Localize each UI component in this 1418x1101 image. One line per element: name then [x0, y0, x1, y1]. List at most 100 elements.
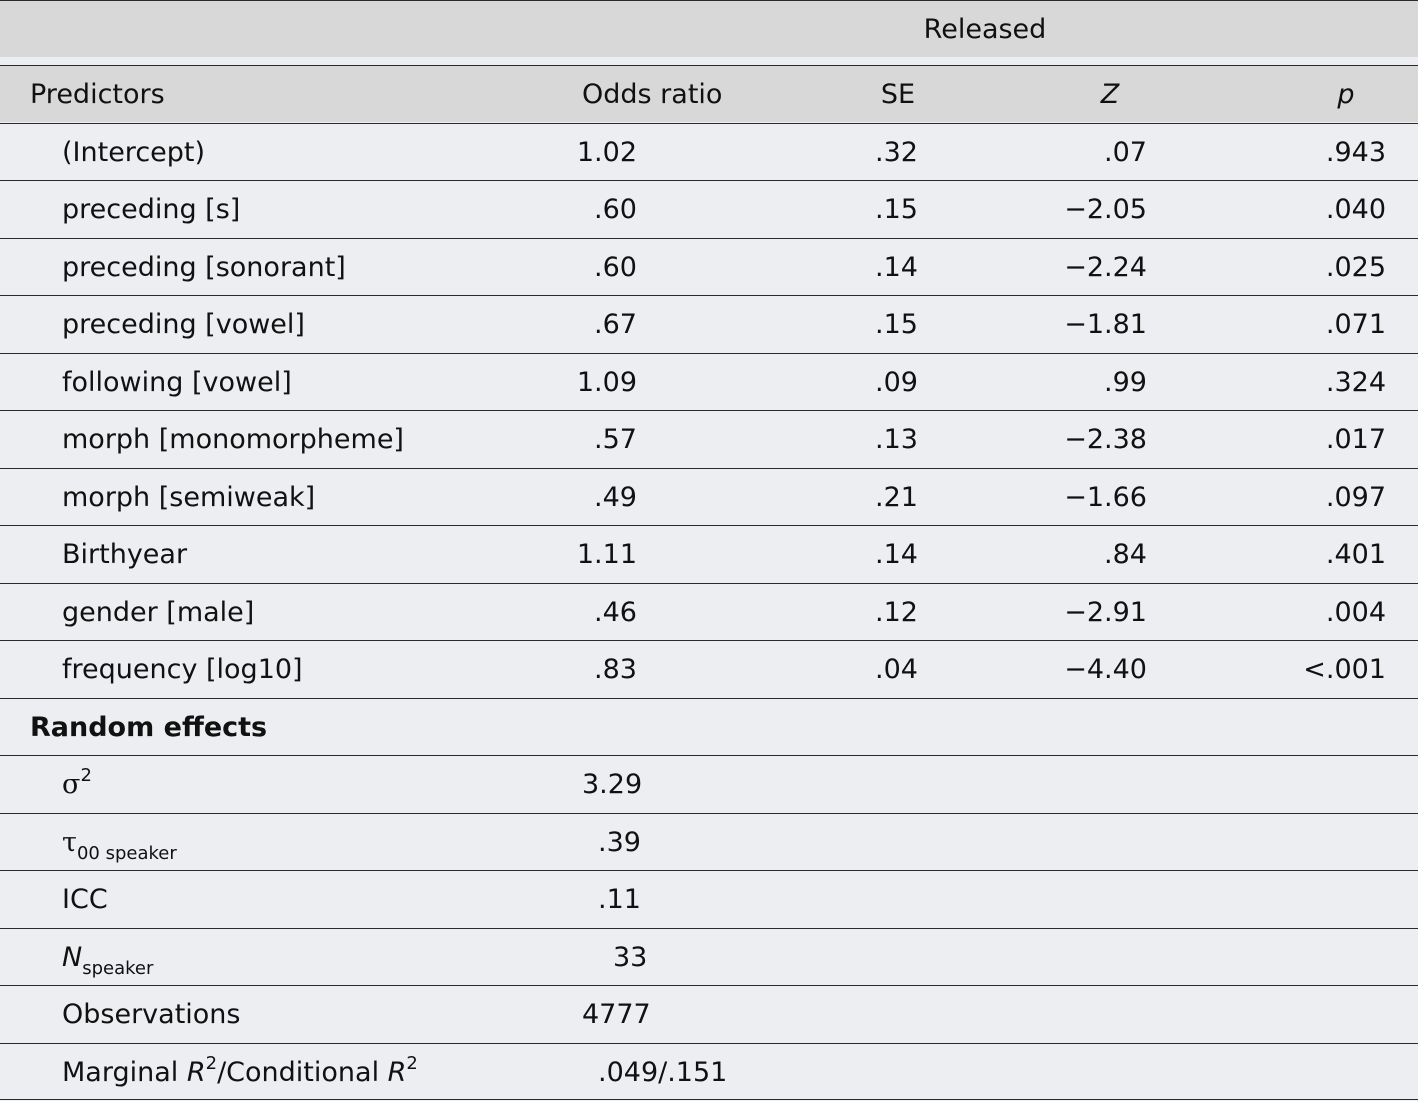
table-row: (Intercept) 1.02 .32 .07 .943 — [0, 123, 1418, 180]
sigma-label: σ2 — [62, 756, 92, 813]
z-value: −2.38 — [1064, 424, 1147, 455]
odds-value: 1.02 — [576, 137, 637, 168]
se-value: .15 — [875, 309, 918, 340]
z-value: −2.05 — [1064, 194, 1147, 225]
odds-value: 1.09 — [576, 367, 637, 398]
random-effects-title: Random effects — [30, 712, 268, 743]
z-value: −4.40 — [1064, 654, 1147, 685]
p-value: .401 — [1325, 539, 1386, 570]
se-value: .14 — [875, 539, 918, 570]
table-row-n-speaker: Nspeaker 33 — [0, 928, 1418, 985]
table-row: frequency [log10] .83 .04 −4.40 <.001 — [0, 640, 1418, 697]
table-row: Birthyear 1.11 .14 .84 .401 — [0, 525, 1418, 582]
icc-label: ICC — [62, 884, 108, 915]
p-value: .017 — [1325, 424, 1386, 455]
icc-value: .11 — [598, 884, 641, 915]
table-row: gender [male] .46 .12 −2.91 .004 — [0, 583, 1418, 640]
observations-value: 4777 — [582, 999, 651, 1030]
predictor-label: frequency [log10] — [62, 654, 303, 685]
se-value: .13 — [875, 424, 918, 455]
table-row: morph [semiweak] .49 .21 −1.66 .097 — [0, 468, 1418, 525]
n-speaker-label: Nspeaker — [62, 929, 153, 986]
z-value: .84 — [1104, 539, 1147, 570]
conditional-text: /Conditional — [217, 1057, 388, 1088]
n-symbol: N — [62, 942, 83, 973]
z-value: −1.66 — [1064, 482, 1147, 513]
odds-value: .60 — [594, 252, 637, 283]
odds-value: .49 — [594, 482, 637, 513]
p-value: .004 — [1325, 597, 1386, 628]
col-header-z: Z — [1100, 79, 1120, 110]
p-value: .025 — [1325, 252, 1386, 283]
odds-value: .67 — [594, 309, 637, 340]
group-header-released: Released — [923, 14, 1047, 45]
table-row: preceding [vowel] .67 .15 −1.81 .071 — [0, 295, 1418, 352]
r-symbol-marginal: R — [186, 1057, 206, 1088]
tau-subscript: 00 speaker — [76, 843, 177, 864]
col-header-p: p — [1337, 79, 1355, 110]
r-squared-value: .049/.151 — [598, 1057, 728, 1088]
z-value: −2.24 — [1064, 252, 1147, 283]
sigma-superscript: 2 — [80, 765, 92, 786]
table-row-icc: ICC .11 — [0, 870, 1418, 927]
p-value: .071 — [1325, 309, 1386, 340]
col-header-predictors: Predictors — [30, 79, 165, 110]
odds-value: .46 — [594, 597, 637, 628]
predictor-label: (Intercept) — [62, 137, 206, 168]
observations-label: Observations — [62, 999, 241, 1030]
z-value: −2.91 — [1064, 597, 1147, 628]
table-row-r-squared: Marginal R2/Conditional R2 .049/.151 — [0, 1043, 1418, 1100]
p-value: <.001 — [1303, 654, 1386, 685]
odds-value: .83 — [594, 654, 637, 685]
table-row: following [vowel] 1.09 .09 .99 .324 — [0, 353, 1418, 410]
tau-symbol: τ — [62, 827, 77, 858]
se-value: .21 — [875, 482, 918, 513]
p-value: .943 — [1325, 137, 1386, 168]
odds-value: .60 — [594, 194, 637, 225]
odds-value: 1.11 — [576, 539, 637, 570]
table-row: preceding [sonorant] .60 .14 −2.24 .025 — [0, 238, 1418, 295]
tau-label: τ00 speaker — [62, 814, 177, 871]
se-value: .14 — [875, 252, 918, 283]
p-value: .324 — [1325, 367, 1386, 398]
predictor-label: following [vowel] — [62, 367, 292, 398]
se-value: .12 — [875, 597, 918, 628]
table-row: preceding [s] .60 .15 −2.05 .040 — [0, 180, 1418, 237]
r-sup-conditional: 2 — [406, 1053, 418, 1074]
z-value: .99 — [1104, 367, 1147, 398]
predictor-label: preceding [s] — [62, 194, 241, 225]
p-value: .097 — [1325, 482, 1386, 513]
predictor-label: Birthyear — [62, 539, 188, 570]
n-subscript: speaker — [82, 958, 154, 979]
predictor-label: morph [monomorpheme] — [62, 424, 404, 455]
tau-value: .39 — [598, 827, 641, 858]
p-value: .040 — [1325, 194, 1386, 225]
table-row: morph [monomorpheme] .57 .13 −2.38 .017 — [0, 410, 1418, 467]
odds-value: .57 — [594, 424, 637, 455]
predictor-label: preceding [sonorant] — [62, 252, 346, 283]
r-symbol-conditional: R — [387, 1057, 407, 1088]
sigma-symbol: σ — [62, 769, 81, 800]
col-header-odds-ratio: Odds ratio — [582, 79, 723, 110]
se-value: .04 — [875, 654, 918, 685]
table-column-header: Predictors Odds ratio SE Z p — [0, 65, 1418, 122]
r-sup-marginal: 2 — [205, 1053, 218, 1074]
sigma-value: 3.29 — [582, 769, 643, 800]
table-row-observations: Observations 4777 — [0, 985, 1418, 1042]
z-value: −1.81 — [1064, 309, 1147, 340]
table-group-header: Released — [0, 0, 1418, 57]
table-row-tau: τ00 speaker .39 — [0, 813, 1418, 870]
se-value: .15 — [875, 194, 918, 225]
marginal-text: Marginal — [62, 1057, 187, 1088]
table-row-sigma: σ2 3.29 — [0, 755, 1418, 812]
predictor-label: morph [semiweak] — [62, 482, 316, 513]
predictor-label: preceding [vowel] — [62, 309, 305, 340]
predictor-label: gender [male] — [62, 597, 255, 628]
se-value: .32 — [875, 137, 918, 168]
se-value: .09 — [875, 367, 918, 398]
col-header-se: SE — [880, 79, 916, 110]
r-squared-label: Marginal R2/Conditional R2 — [62, 1044, 418, 1101]
random-effects-section: Random effects — [0, 698, 1418, 755]
z-value: .07 — [1104, 137, 1147, 168]
